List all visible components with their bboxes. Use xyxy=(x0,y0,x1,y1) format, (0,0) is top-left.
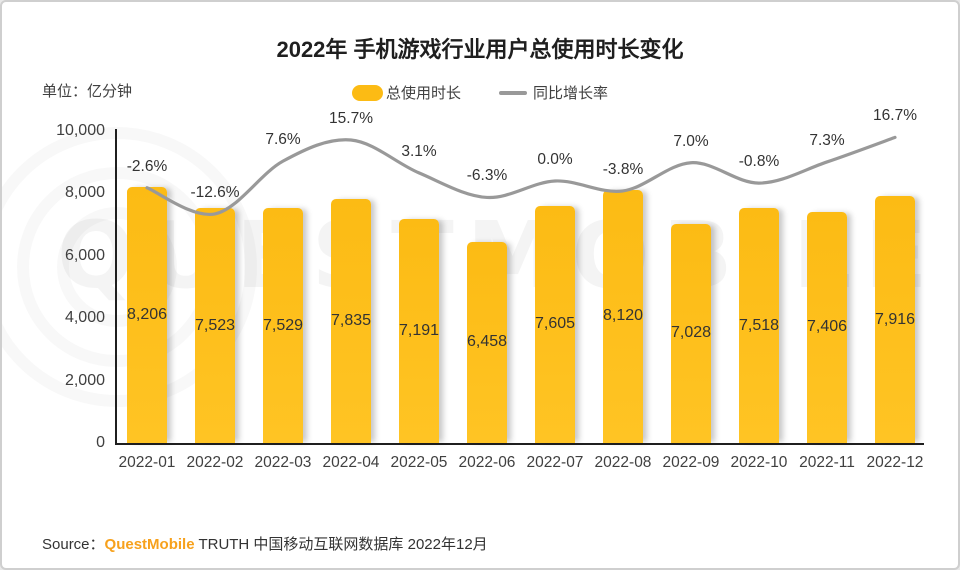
source-brand: QuestMobile xyxy=(104,536,195,553)
growth-rate-label: 15.7% xyxy=(329,109,373,127)
x-axis-tick-label: 2022-07 xyxy=(526,454,584,471)
bar-value-label: 7,191 xyxy=(398,321,440,339)
legend-line-label: 同比增长率 xyxy=(533,85,609,102)
growth-rate-label: 0.0% xyxy=(537,151,573,168)
growth-rate-label: 16.7% xyxy=(873,107,917,125)
line-series-swatch xyxy=(499,90,527,95)
bar-value-label: 7,835 xyxy=(330,311,372,329)
y-axis-tick-label: 6,000 xyxy=(64,246,105,264)
bar xyxy=(467,241,507,443)
bar xyxy=(331,198,371,443)
growth-rate-label: 7.3% xyxy=(809,131,845,149)
growth-rate-label: 3.1% xyxy=(401,142,437,160)
bar-value-label: 8,206 xyxy=(126,305,168,323)
y-axis-tick-label: 2,000 xyxy=(64,371,105,389)
y-axis-line xyxy=(115,129,117,444)
y-axis-tick-label: 8,000 xyxy=(64,184,105,202)
x-axis-tick-label: 2022-05 xyxy=(390,454,448,471)
growth-rate-label: -0.8% xyxy=(738,153,780,171)
bar xyxy=(603,189,643,443)
bar xyxy=(535,205,575,443)
bar-value-label: 7,523 xyxy=(194,316,236,334)
growth-rate-label: 7.6% xyxy=(265,131,301,149)
growth-rate-label: 7.0% xyxy=(673,132,709,150)
growth-rate-label: -6.3% xyxy=(466,167,508,185)
x-axis-tick-label: 2022-04 xyxy=(322,454,380,471)
bar-value-label: 7,028 xyxy=(670,324,712,342)
bar xyxy=(399,218,439,443)
legend: 总使用时长 同比增长率 xyxy=(2,82,958,103)
bar-value-label: 8,120 xyxy=(602,307,644,325)
y-axis-tick-label: 0 xyxy=(96,434,105,451)
x-axis-tick-label: 2022-10 xyxy=(730,454,788,471)
x-axis-tick-label: 2022-12 xyxy=(866,454,924,471)
x-axis-tick-label: 2022-02 xyxy=(186,454,244,471)
bar-value-label: 6,458 xyxy=(466,333,508,351)
bar xyxy=(671,223,711,443)
x-axis-tick-label: 2022-09 xyxy=(662,454,720,471)
bar-value-label: 7,605 xyxy=(534,315,576,333)
y-axis-tick-label: 4,000 xyxy=(64,309,105,327)
source-prefix: Source： xyxy=(42,536,105,553)
source-note: Source：QuestMobile TRUTH 中国移动互联网数据库 2022… xyxy=(42,533,488,554)
bar-value-label: 7,518 xyxy=(738,316,780,334)
bar xyxy=(127,186,167,443)
bar xyxy=(263,208,303,443)
bar xyxy=(875,196,915,443)
bar xyxy=(195,208,235,443)
growth-rate-label: -12.6% xyxy=(190,183,240,201)
growth-rate-label: -2.6% xyxy=(126,157,168,175)
unit-label: 单位：亿分钟 xyxy=(42,83,133,100)
legend-item-bar: 总使用时长 xyxy=(351,82,461,103)
bar-value-label: 7,529 xyxy=(262,316,304,334)
bar xyxy=(807,211,847,443)
x-axis-tick-label: 2022-06 xyxy=(458,454,516,471)
x-axis-tick-label: 2022-11 xyxy=(799,454,855,471)
legend-item-line: 同比增长率 xyxy=(499,82,608,103)
y-axis-tick-label: 10,000 xyxy=(56,122,105,139)
growth-rate-label: -3.8% xyxy=(602,160,644,178)
bar-value-label: 7,916 xyxy=(874,310,916,328)
x-axis-line xyxy=(115,443,924,445)
bar-value-label: 7,406 xyxy=(806,318,848,336)
x-axis-tick-label: 2022-08 xyxy=(594,454,652,471)
x-axis-tick-label: 2022-03 xyxy=(254,454,312,471)
bar-series-swatch xyxy=(351,84,383,101)
legend-bar-label: 总使用时长 xyxy=(385,85,461,102)
chart-title: 2022年 手机游戏行业用户总使用时长变化 xyxy=(276,37,684,62)
source-suffix: TRUTH 中国移动互联网数据库 2022年12月 xyxy=(194,536,488,553)
bar xyxy=(739,208,779,443)
x-axis-tick-label: 2022-01 xyxy=(118,454,176,471)
